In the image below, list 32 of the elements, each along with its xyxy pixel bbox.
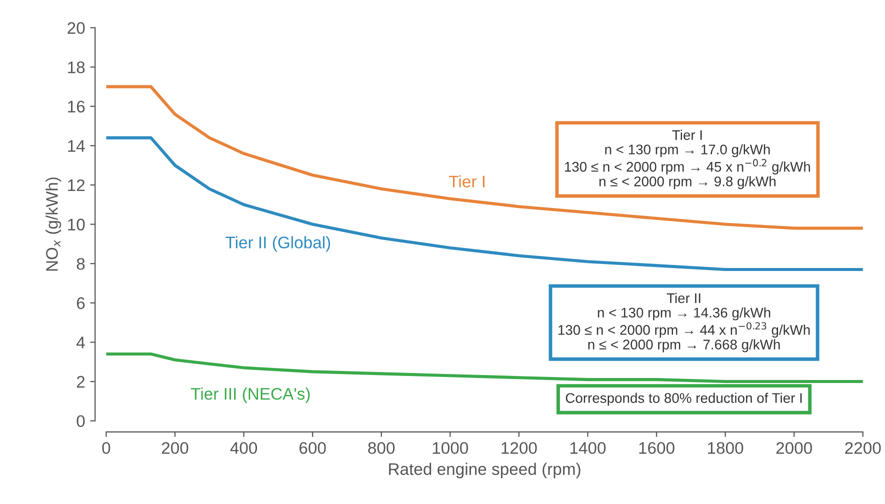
annotation: Tier II n < 130 rpm → 14.36 g/kWh 130 ≤ n < 2000 rpm → 44 x n$^{−0.23}$ g/kWh n ≤ < 2000 rpm → 7.668 g/kWh xyxy=(558,292,810,352)
x-axis-title: Rated engine speed (rpm) xyxy=(389,462,580,478)
x-tick-label: 1800 xyxy=(708,442,744,454)
y-tick-label: 6 xyxy=(76,297,85,310)
series-label: Tier II (Global) xyxy=(226,236,330,252)
y-tick-label: 20 xyxy=(68,22,85,34)
x-tick-label: 2200 xyxy=(845,442,881,454)
y-tick-label: 2 xyxy=(76,376,85,388)
y-tick-label: 16 xyxy=(68,100,85,113)
annotation: Tier I n < 130 rpm → 17.0 g/kWh 130 ≤ n < 2000 rpm → 45 x n$^{−0.2}$ g/kWh n ≤ < 2000 rpm → 9.8 g/kWh xyxy=(564,130,810,190)
y-tick-label: 14 xyxy=(68,140,85,152)
x-tick-label: 800 xyxy=(368,442,395,454)
x-tick-label: 1400 xyxy=(570,442,606,454)
y-axis-title: NO$_{x}$ (g/kWh) xyxy=(46,178,62,271)
annotation: Corresponds to 80% reduction of Tier I xyxy=(566,392,802,406)
y-tick-label: 12 xyxy=(68,179,85,192)
x-tick-label: 2000 xyxy=(776,442,812,454)
x-tick-label: 200 xyxy=(162,442,188,454)
x-tick-label: 0 xyxy=(102,442,110,454)
x-tick-label: 1600 xyxy=(639,442,674,454)
series-label: Tier I xyxy=(449,175,484,188)
y-tick-label: 8 xyxy=(76,258,85,270)
x-tick-label: 1200 xyxy=(502,442,537,454)
y-tick-label: 4 xyxy=(76,336,85,348)
line-series xyxy=(106,85,863,230)
y-tick-label: 10 xyxy=(68,218,85,230)
x-tick-label: 600 xyxy=(300,442,326,454)
x-tick-label: 400 xyxy=(230,442,258,454)
y-tick-label: 18 xyxy=(68,61,85,74)
series-label: Tier III (NECA's) xyxy=(190,388,310,404)
x-tick-label: 1000 xyxy=(432,442,468,454)
y-tick-label: 0 xyxy=(76,415,85,428)
